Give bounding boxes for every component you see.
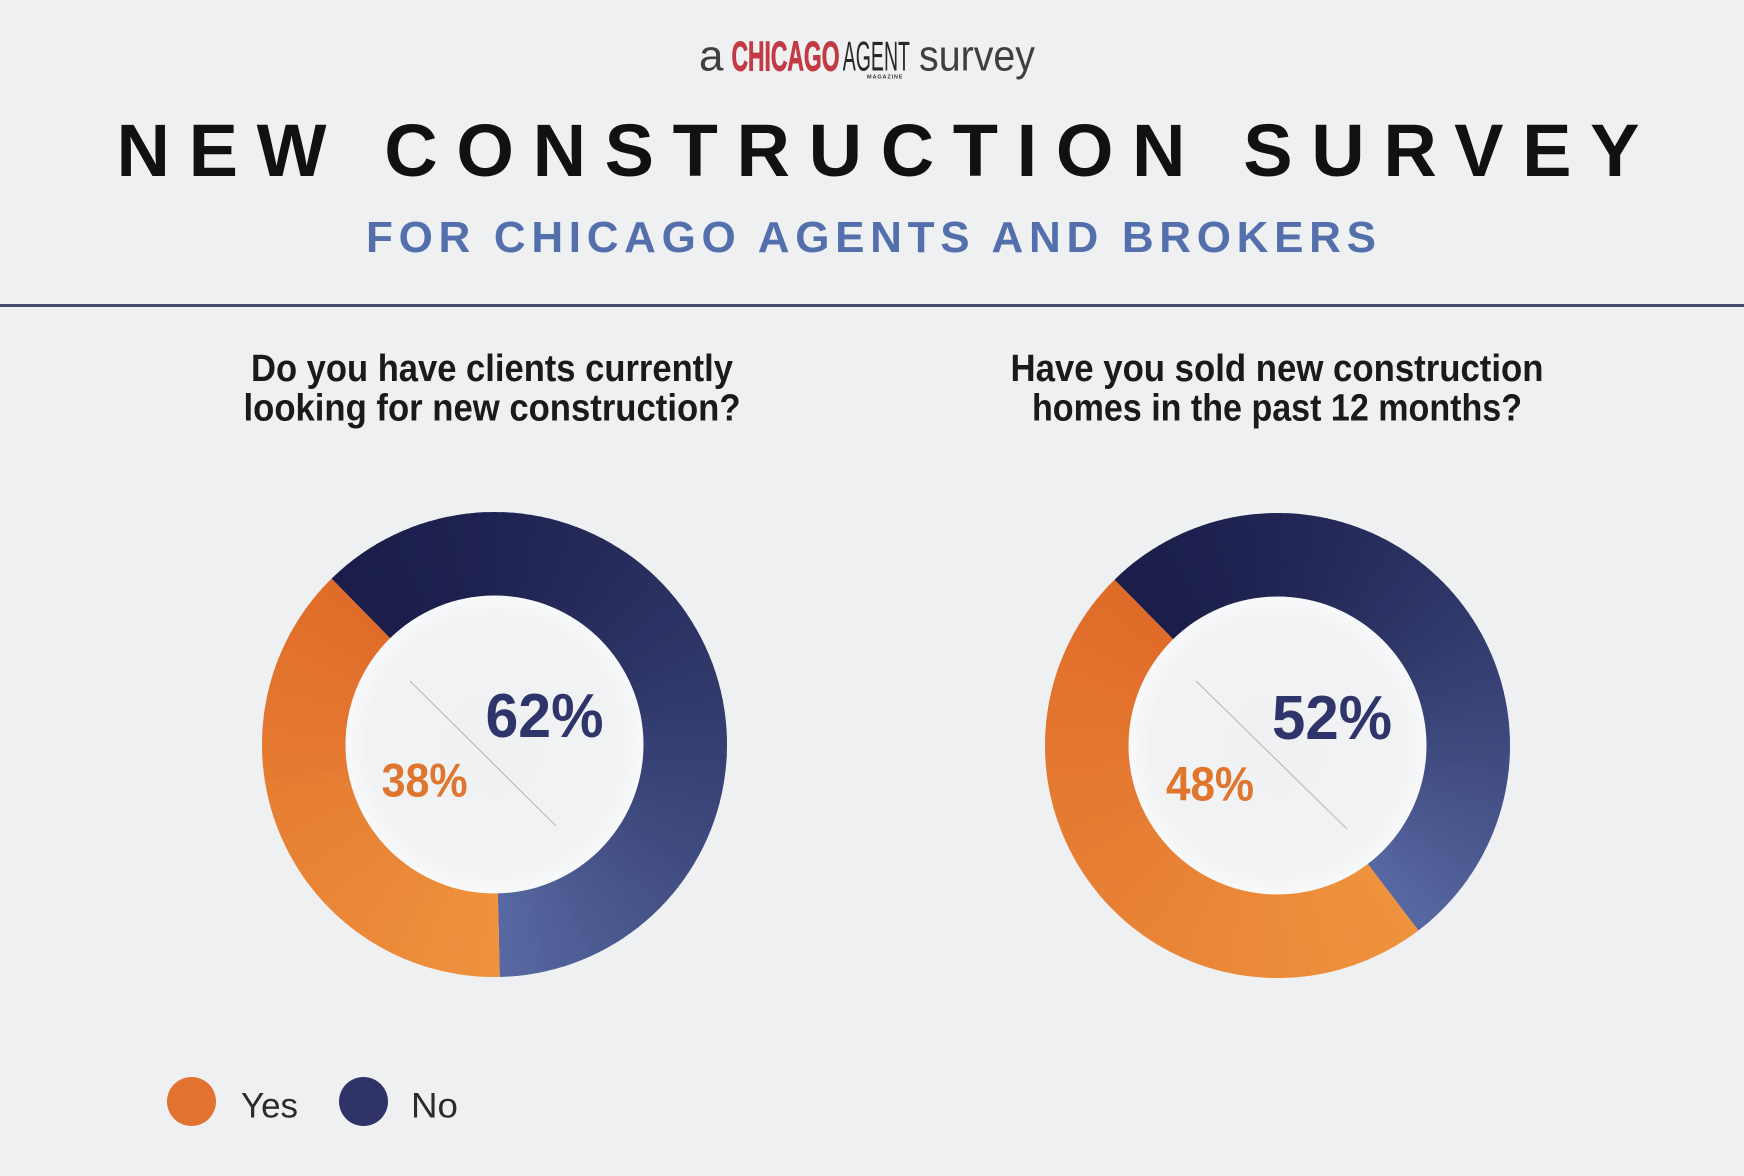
svg-text:Do you have clients currently: Do you have clients currently bbox=[251, 347, 733, 389]
svg-text:survey: survey bbox=[919, 32, 1035, 81]
svg-text:52%: 52% bbox=[1272, 684, 1392, 753]
svg-text:MAGAZINE: MAGAZINE bbox=[867, 75, 904, 81]
svg-text:looking for new construction?: looking for new construction? bbox=[244, 387, 741, 429]
svg-text:Yes: Yes bbox=[241, 1087, 298, 1126]
svg-text:FOR CHICAGO AGENTS AND BROKERS: FOR CHICAGO AGENTS AND BROKERS bbox=[366, 213, 1376, 262]
svg-text:No: No bbox=[411, 1087, 458, 1126]
svg-text:homes in the past 12 months?: homes in the past 12 months? bbox=[1032, 387, 1522, 429]
svg-text:48%: 48% bbox=[1166, 759, 1254, 812]
svg-text:a: a bbox=[699, 32, 724, 81]
svg-text:AGENT: AGENT bbox=[843, 33, 910, 80]
svg-text:CHICAGO: CHICAGO bbox=[732, 33, 840, 80]
svg-text:38%: 38% bbox=[382, 753, 468, 806]
svg-text:NEW CONSTRUCTION SURVEY: NEW CONSTRUCTION SURVEY bbox=[117, 109, 1640, 192]
svg-text:62%: 62% bbox=[486, 682, 604, 751]
svg-text:Have you sold new construction: Have you sold new construction bbox=[1011, 347, 1544, 389]
